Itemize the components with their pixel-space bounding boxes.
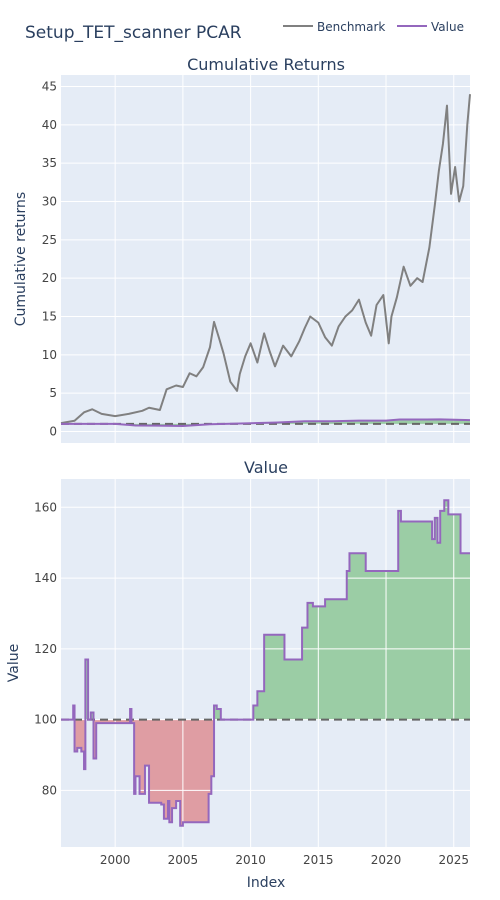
bottom-xtick-label: 2025 [438, 853, 469, 867]
top-ylabel: Cumulative returns [13, 192, 29, 326]
figure-title: Setup_TET_scanner PCAR [25, 23, 242, 43]
bottom-xtick-label: 2005 [168, 853, 199, 867]
top-ytick-label: 35 [42, 156, 57, 170]
top-ytick-label: 0 [49, 425, 57, 439]
bottom-xtick-label: 2015 [303, 853, 334, 867]
bottom-xtick-label: 2000 [100, 853, 131, 867]
bottom-plot-area [61, 479, 470, 847]
benchmark-series-line [60, 94, 471, 425]
top-ytick-label: 45 [42, 80, 57, 94]
bottom-fills [61, 500, 470, 826]
bottom-tick-labels: 80 100 120 140 160 2000 2005 2010 2015 2020 2025 [34, 500, 469, 867]
top-subplot-title: Cumulative Returns [187, 55, 345, 74]
value-panel: 80 100 120 140 160 2000 2005 2010 2015 2020 2025 V… [6, 458, 471, 891]
top-tick-labels: 0 5 10 15 20 25 30 35 40 45 [42, 80, 57, 439]
bottom-ylabel: Value [6, 644, 22, 682]
bottom-ytick-label: 160 [34, 500, 57, 514]
bottom-ytick-label: 80 [42, 783, 57, 797]
legend[interactable]: Benchmark Value [283, 20, 464, 34]
top-series [60, 94, 471, 428]
top-plot-area [61, 75, 470, 443]
gain-area [214, 500, 470, 720]
legend-label-benchmark: Benchmark [317, 20, 385, 34]
bottom-ytick-label: 120 [34, 642, 57, 656]
top-ytick-label: 30 [42, 195, 57, 209]
bottom-xtick-label: 2010 [235, 853, 266, 867]
bottom-series [60, 499, 471, 827]
top-ytick-label: 25 [42, 233, 57, 247]
value-series-line-top [60, 418, 471, 428]
bottom-xtick-label: 2020 [371, 853, 402, 867]
top-ytick-label: 40 [42, 118, 57, 132]
bottom-ytick-label: 140 [34, 571, 57, 585]
loss-area [74, 719, 86, 770]
legend-item-benchmark[interactable]: Benchmark [283, 20, 385, 34]
x-axis-label: Index [247, 875, 286, 891]
bottom-subplot-title: Value [244, 458, 288, 477]
top-ytick-label: 15 [42, 310, 57, 324]
top-ytick-label: 5 [49, 386, 57, 400]
legend-item-value[interactable]: Value [397, 20, 464, 34]
cumulative-returns-panel: 0 5 10 15 20 25 30 35 40 45 Cumulative Returns Cu… [13, 55, 471, 443]
bottom-ytick-label: 100 [34, 713, 57, 727]
loss-area [131, 719, 215, 826]
top-ytick-label: 20 [42, 271, 57, 285]
top-ytick-label: 10 [42, 348, 57, 362]
legend-label-value: Value [431, 20, 464, 34]
